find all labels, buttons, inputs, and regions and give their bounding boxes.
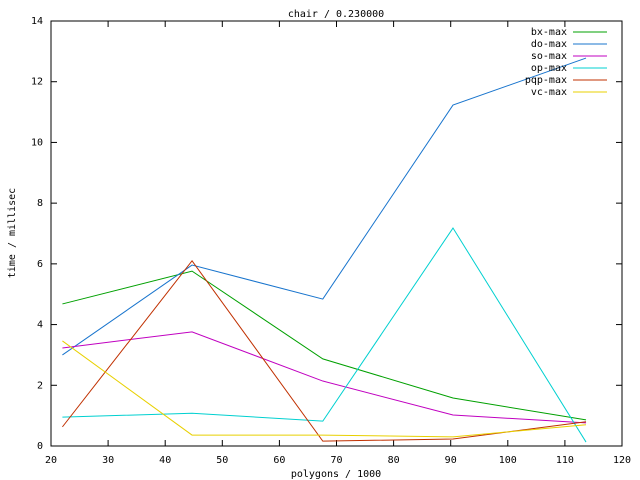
y-axis-label: time / millisec [7, 188, 18, 278]
x-tick-label: 30 [102, 455, 114, 466]
x-tick-label: 20 [45, 455, 57, 466]
x-tick-label: 80 [388, 455, 400, 466]
x-tick-label: 60 [273, 455, 285, 466]
x-axis-label: polygons / 1000 [291, 469, 381, 480]
legend-label: pqp-max [525, 75, 567, 86]
y-tick-label: 14 [31, 16, 43, 27]
chart-title: chair / 0.230000 [288, 9, 384, 20]
y-tick-label: 8 [37, 198, 43, 209]
series-line [62, 227, 587, 443]
legend-label: op-max [531, 63, 567, 74]
series-line [62, 270, 587, 421]
y-tick-label: 4 [37, 320, 43, 331]
x-tick-label: 110 [556, 455, 574, 466]
series-line [62, 340, 587, 438]
series-line [62, 57, 587, 356]
x-tick-label: 70 [330, 455, 342, 466]
legend-label: vc-max [531, 87, 567, 98]
legend-label: do-max [531, 39, 567, 50]
x-tick-label: 90 [445, 455, 457, 466]
y-tick-label: 6 [37, 259, 43, 270]
legend-label: so-max [531, 51, 567, 62]
series-line [62, 331, 587, 424]
legend-label: bx-max [531, 27, 567, 38]
x-tick-label: 40 [159, 455, 171, 466]
x-tick-label: 100 [499, 455, 517, 466]
y-tick-label: 2 [37, 380, 43, 391]
x-tick-label: 120 [613, 455, 631, 466]
y-tick-label: 0 [37, 441, 43, 452]
series-line [62, 259, 587, 442]
y-tick-label: 12 [31, 77, 43, 88]
y-tick-label: 10 [31, 137, 43, 148]
x-tick-label: 50 [216, 455, 228, 466]
